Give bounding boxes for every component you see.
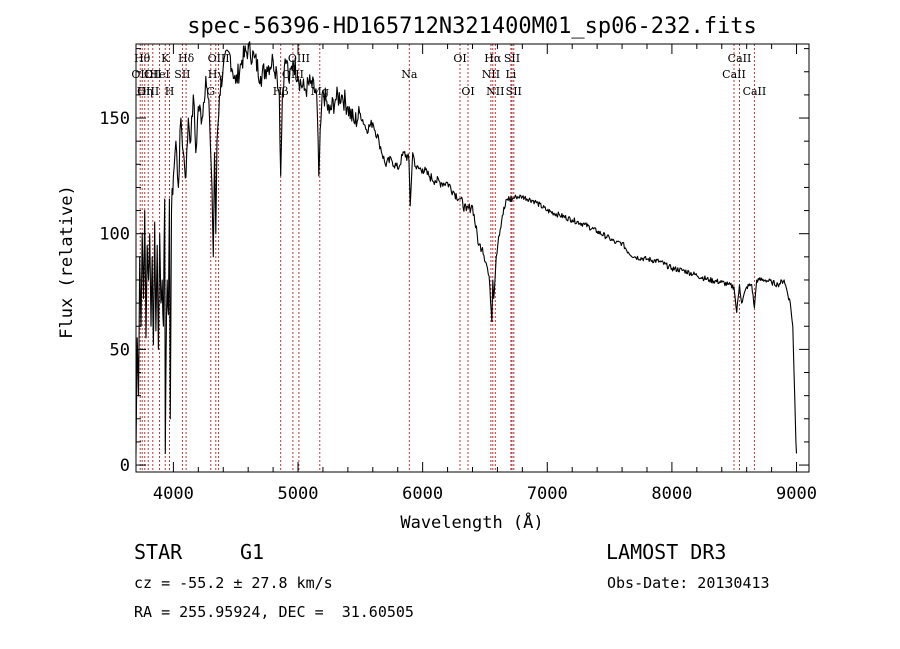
y-tick-label-1: 50 xyxy=(110,340,130,360)
x-tick-label-2: 6000 xyxy=(402,484,443,504)
line-label-20: NII xyxy=(482,68,500,81)
y-tick-label-0: 0 xyxy=(120,456,130,476)
line-label-11: Hγ xyxy=(208,68,225,81)
line-label-10: G xyxy=(206,85,215,98)
y-axis-label: Flux (relative) xyxy=(57,185,77,339)
redshift-value: cz = -55.2 ± 27.8 km/s xyxy=(134,574,333,592)
line-label-28: CaII xyxy=(743,85,767,98)
line-label-5: HeI xyxy=(149,68,169,81)
line-label-22: NII xyxy=(486,85,504,98)
survey-name: LAMOST DR3 xyxy=(606,540,727,564)
line-label-16: Mg xyxy=(311,85,329,98)
obs-date: Obs-Date: 20130413 xyxy=(607,574,770,592)
line-label-21: Hα xyxy=(484,52,502,65)
y-tick-label-2: 100 xyxy=(99,225,130,245)
x-tick-label-0: 4000 xyxy=(153,484,194,504)
x-axis-label: Wavelength (Å) xyxy=(400,511,543,533)
line-label-1: Hθ xyxy=(134,52,151,65)
line-label-24: SII xyxy=(504,52,520,65)
x-tick-label-3: 7000 xyxy=(527,484,568,504)
object-subclass: G1 xyxy=(240,540,265,564)
line-label-27: CaII xyxy=(728,52,752,65)
line-label-6: K xyxy=(161,52,170,65)
spectrum-line xyxy=(135,41,798,455)
axis-ticks: 4000 5000 6000 7000 8000 9000 0 50 100 150 xyxy=(99,44,817,504)
line-label-group: OIIHθHηOIIIOIIHeIKHSIIHδGHγOIIIHβOIIIOII… xyxy=(131,52,766,98)
line-label-26: CaII xyxy=(722,68,746,81)
line-label-7: H xyxy=(165,85,175,98)
object-class: STAR xyxy=(134,540,183,564)
line-label-3: OIII xyxy=(137,85,159,98)
line-label-23: Li xyxy=(505,68,516,81)
line-label-8: SII xyxy=(174,68,190,81)
chart-title: spec-56396-HD165712N321400M01_sp06-232.f… xyxy=(187,14,757,39)
x-tick-label-1: 5000 xyxy=(278,484,319,504)
x-tick-label-5: 9000 xyxy=(776,484,817,504)
line-label-9: Hδ xyxy=(178,52,195,65)
x-tick-label-4: 8000 xyxy=(651,484,692,504)
line-label-4: OII xyxy=(144,68,162,81)
line-label-13: Hβ xyxy=(273,85,289,98)
line-label-25: SII xyxy=(506,85,522,98)
line-label-17: Na xyxy=(401,68,418,81)
line-label-18: OI xyxy=(453,52,466,65)
line-label-19: OI xyxy=(461,85,474,98)
y-tick-label-3: 150 xyxy=(99,109,130,129)
plot-frame xyxy=(135,43,810,473)
coordinates: RA = 255.95924, DEC = 31.60505 xyxy=(134,603,414,621)
line-label-12: OIII xyxy=(208,52,230,65)
line-marker-group xyxy=(139,44,755,472)
line-label-15: OIII xyxy=(288,52,310,65)
